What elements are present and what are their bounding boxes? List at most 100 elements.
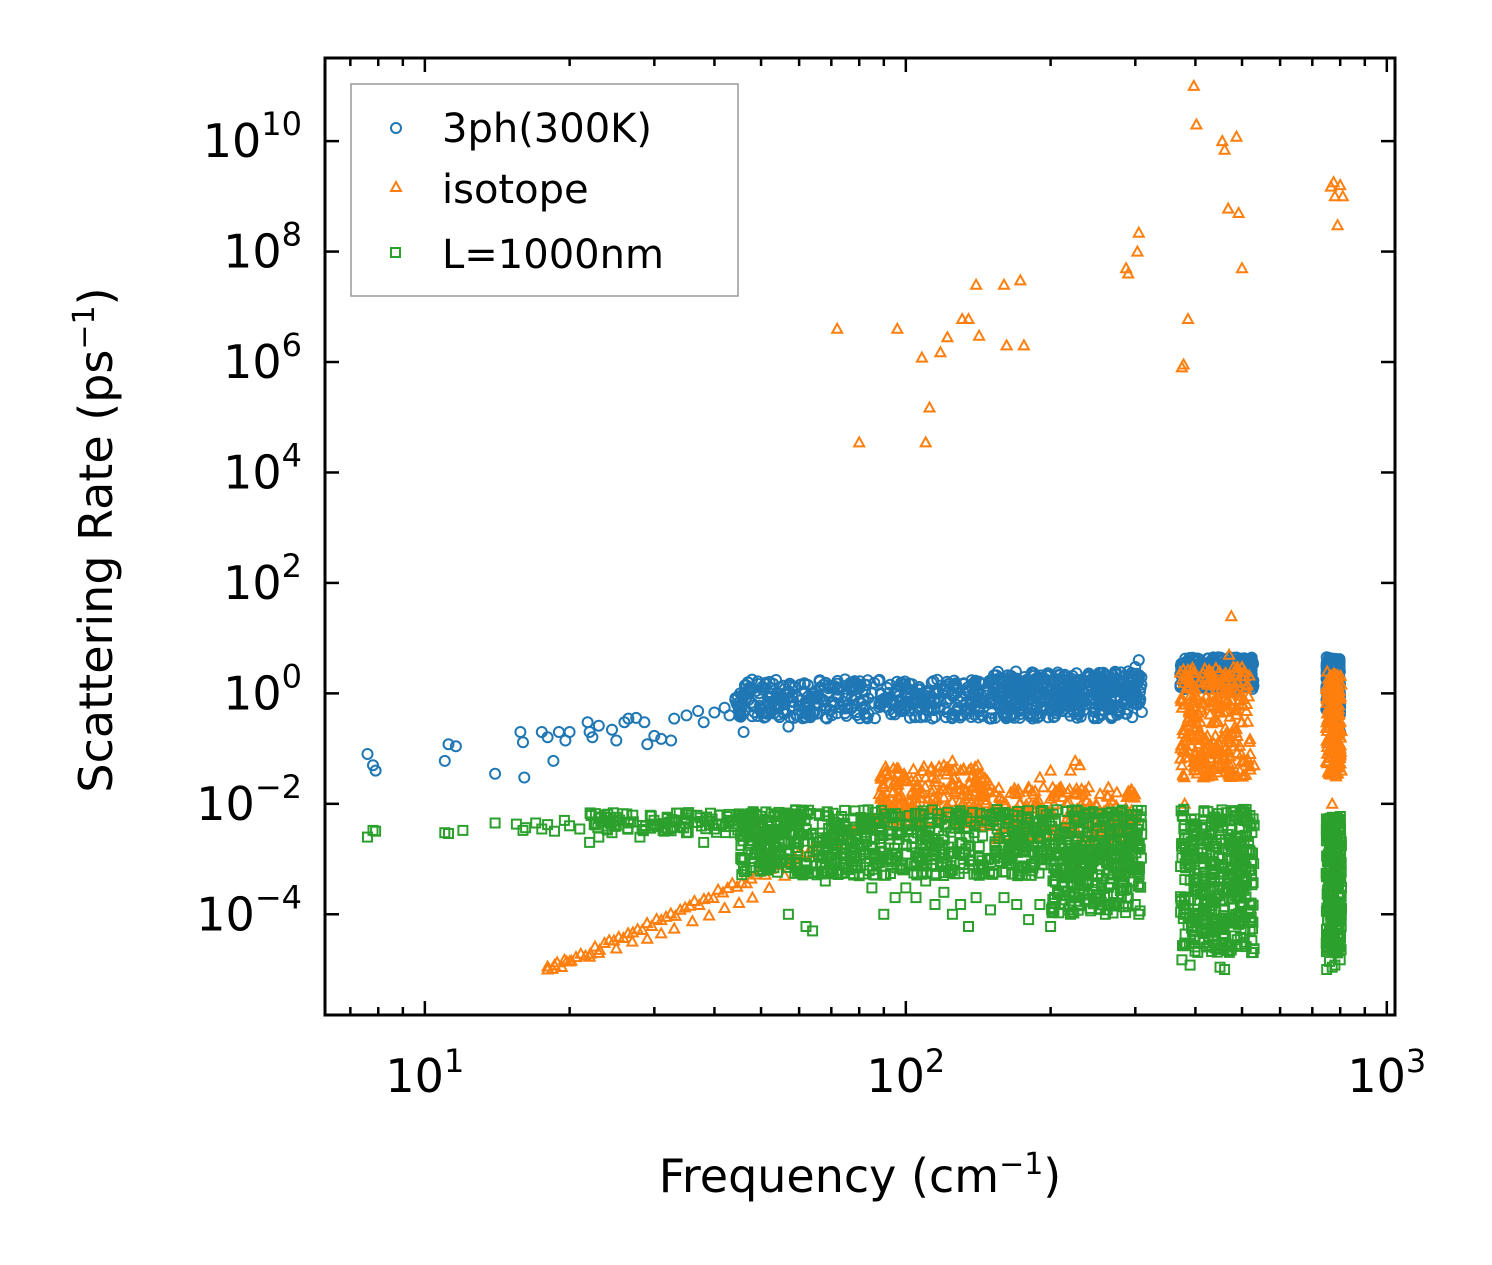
isotope-point <box>1221 201 1235 214</box>
l-1000nm-point <box>975 862 987 874</box>
3ph-300k--point <box>442 738 455 751</box>
isotope-point <box>1183 715 1197 728</box>
l-1000nm-point <box>1179 937 1191 949</box>
isotope-point <box>919 770 933 783</box>
l-1000nm-point <box>955 899 967 910</box>
l-1000nm-point <box>692 817 704 828</box>
3ph-300k--point <box>926 712 939 725</box>
l-1000nm-point <box>782 908 794 920</box>
l-1000nm-point <box>1194 835 1206 847</box>
l-1000nm-point <box>930 843 942 855</box>
3ph-300k--point <box>969 674 982 687</box>
x-tick-base: 10 <box>385 1049 444 1103</box>
l-1000nm-point <box>1050 864 1062 876</box>
3ph-300k--point <box>949 677 962 690</box>
y-tick-exponent: 8 <box>282 216 302 254</box>
l-1000nm-point <box>1244 817 1256 829</box>
l-1000nm-point <box>967 806 979 818</box>
x-tick-exponent: 2 <box>925 1042 945 1080</box>
isotope-point <box>1322 741 1337 754</box>
l-1000nm-point <box>1177 838 1189 850</box>
isotope-point <box>1235 696 1249 709</box>
l-1000nm-point <box>1109 810 1121 822</box>
l-1000nm-point <box>698 836 710 848</box>
l-1000nm-point <box>1133 908 1145 920</box>
l-1000nm-point <box>1046 902 1058 914</box>
l-1000nm-point <box>757 864 769 876</box>
l-1000nm-point <box>1096 815 1108 827</box>
isotope-point <box>625 934 639 947</box>
isotope-point <box>1332 736 1347 749</box>
isotope-point <box>1224 609 1238 622</box>
3ph-300k--point <box>586 731 599 744</box>
y-tick-label: 104 <box>223 436 302 499</box>
isotope-point <box>717 900 732 913</box>
l-1000nm-point <box>1053 886 1064 898</box>
3ph-300k--point <box>948 709 961 722</box>
3ph-300k--point <box>606 723 618 736</box>
l-1000nm-point <box>1208 935 1220 947</box>
isotope-point <box>1325 796 1339 809</box>
y-tick-base: 10 <box>223 556 282 610</box>
l-1000nm-point <box>648 820 660 832</box>
3ph-300k--point <box>813 675 826 688</box>
l-1000nm-point <box>1332 833 1344 845</box>
isotope-point <box>1212 664 1227 677</box>
l-1000nm-point <box>1124 860 1136 872</box>
isotope-point <box>1010 787 1024 800</box>
l-1000nm-point <box>489 817 501 829</box>
isotope-point <box>983 777 997 790</box>
l-1000nm-point <box>574 823 586 835</box>
l-1000nm-point <box>1132 841 1144 853</box>
isotope-point <box>1202 675 1216 688</box>
l-1000nm-point <box>762 815 773 826</box>
isotope-point <box>1239 681 1253 694</box>
l-1000nm-point <box>1035 847 1047 859</box>
3ph-300k--point <box>1027 710 1040 723</box>
l-1000nm-point <box>960 830 972 842</box>
3ph-300k--point <box>970 681 983 694</box>
l-1000nm-point <box>807 925 819 937</box>
l-1000nm-point <box>564 820 576 832</box>
isotope-point <box>1013 273 1027 286</box>
isotope-point <box>1127 790 1142 803</box>
l-1000nm-point <box>756 843 768 854</box>
l-1000nm-point <box>828 817 840 828</box>
l-1000nm-point <box>839 817 851 829</box>
l-1000nm-point <box>1099 908 1111 920</box>
isotope-point <box>1215 729 1229 742</box>
isotope-point <box>588 939 602 952</box>
isotope-point <box>1218 721 1232 734</box>
l-1000nm-point <box>1065 843 1077 855</box>
isotope-point <box>898 771 912 784</box>
3ph-300k--point <box>782 720 795 733</box>
3ph-300k--point <box>737 726 750 738</box>
isotope-point <box>1199 689 1213 702</box>
l-1000nm-point <box>1060 885 1072 897</box>
isotope-point <box>659 909 673 922</box>
l-1000nm-point <box>973 841 985 853</box>
isotope-point <box>1229 129 1244 142</box>
legend-item-isotope: isotope <box>389 167 589 213</box>
3ph-300k--point <box>1212 651 1225 664</box>
l-1000nm-point <box>1244 925 1256 937</box>
3ph-300k--point <box>809 692 822 705</box>
l-1000nm-point <box>1236 882 1248 894</box>
isotope-point <box>945 763 959 776</box>
l-1000nm-point <box>1333 872 1345 884</box>
3ph-300k--point <box>840 709 853 722</box>
isotope-point <box>1130 244 1145 257</box>
l-1000nm-point <box>1078 816 1090 828</box>
3ph-300k--point <box>991 683 1004 695</box>
l-1000nm-point <box>1198 806 1210 818</box>
3ph-300k--point <box>904 704 916 717</box>
isotope-point <box>1132 225 1146 238</box>
l-1000nm-point <box>610 820 622 832</box>
l-1000nm-point <box>1047 808 1059 820</box>
isotope-point <box>969 277 983 290</box>
isotope-point <box>1199 754 1214 767</box>
l-1000nm-point <box>1184 959 1196 971</box>
l-1000nm-point <box>667 821 679 833</box>
l-1000nm-point <box>832 869 844 880</box>
isotope-point <box>1073 758 1087 771</box>
